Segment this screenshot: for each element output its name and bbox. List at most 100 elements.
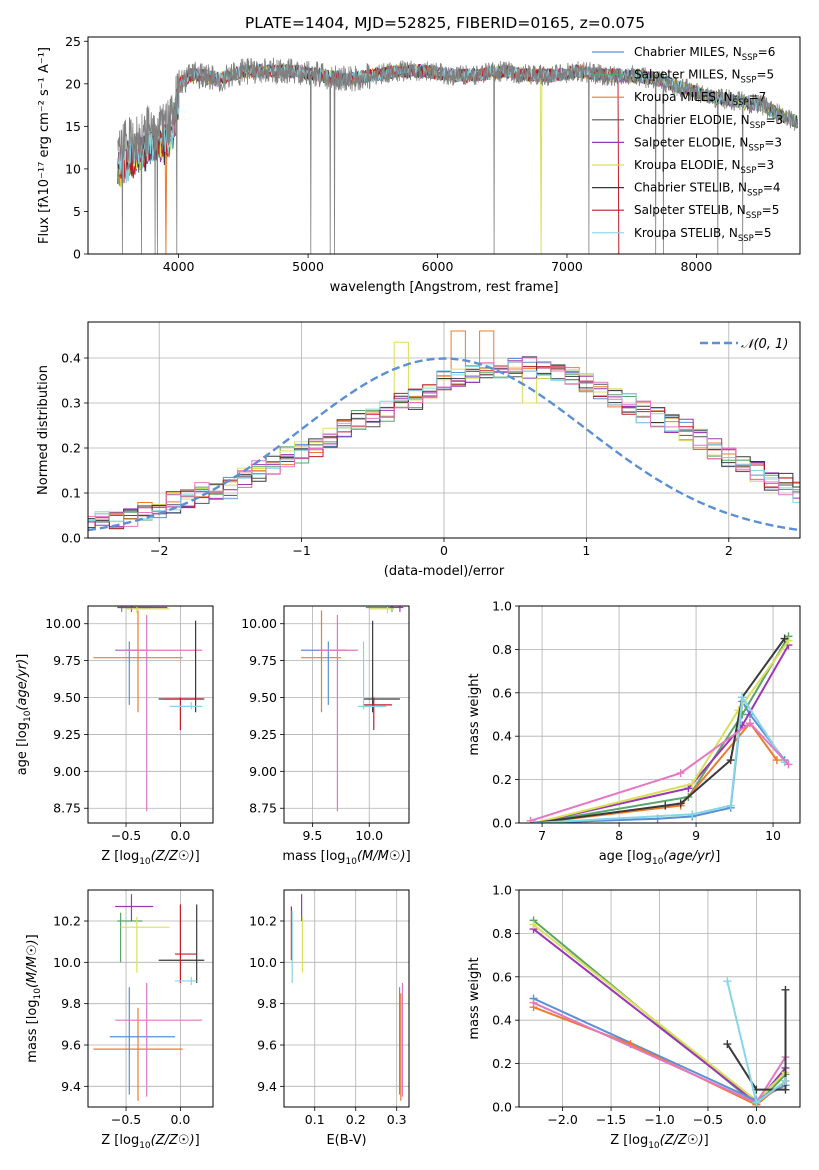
y-tick-label: 9.4 [61, 1079, 81, 1094]
histogram-pink [88, 357, 800, 527]
x-axis-label: Z [log10(Z/Z☉)] [101, 849, 199, 867]
y-tick-label: 10.00 [45, 616, 81, 631]
errorbar-salpeter-stelib [174, 904, 197, 983]
errorbar-pink [115, 983, 203, 1097]
legend-label-kroupa-miles: Kroupa MILES, NSSP=7 [634, 90, 766, 108]
legend-label-salpeter-elodie: Salpeter ELODIE, NSSP=3 [634, 135, 782, 153]
x-tick-label: 2 [725, 543, 733, 558]
histogram-kroupa-miles [88, 330, 800, 530]
errorbar-pink [318, 614, 358, 812]
grid [284, 890, 409, 1107]
y-tick-label: 0.1 [61, 486, 81, 501]
errorbar-salpeter-stelib [363, 697, 392, 730]
y-axis-label: mass weight [467, 673, 482, 755]
axes-frame: −2 −1 0 1 2 0.0 0.1 0.2 0.3 0.4 (data-model)/error… [36, 321, 801, 579]
axes-frame: 0.1 0.2 0.3 9.4 9.6 9.8 10.0 10.2 E(B-V) [249, 889, 410, 1148]
x-axis-label: Z [log10(Z/Z☉)] [610, 1133, 708, 1151]
data-point-marker [676, 799, 685, 808]
y-tick-label: 8.75 [53, 801, 81, 816]
y-tick-label: 9.50 [249, 690, 277, 705]
y-tick-label: 9.8 [257, 996, 277, 1011]
errorbar-kroupa-stelib [174, 976, 197, 986]
axes-border [518, 889, 801, 1108]
age-vs-mass-panel: 9.5 10.0 8.75 9.00 9.25 9.50 9.75 10.00 mass [lo… [241, 605, 411, 867]
y-tick-label: 10.0 [53, 955, 81, 970]
y-tick-label: 0.8 [492, 926, 512, 941]
data-point-marker [745, 719, 754, 728]
x-tick-label: 10 [765, 828, 781, 843]
plot-body [93, 606, 205, 812]
plot-area [284, 890, 409, 1107]
legend-label-kroupa-stelib: Kroupa STELIB, NSSP=5 [634, 226, 772, 244]
series-line [534, 637, 786, 823]
x-tick-label: −0.5 [111, 1112, 141, 1127]
data-point-marker [738, 693, 747, 702]
y-tick-label: 10.2 [249, 914, 277, 929]
y-tick-label: 9.6 [257, 1038, 277, 1053]
x-tick-label: 5000 [292, 259, 324, 274]
errorbar-salpeter-miles [117, 912, 143, 963]
grid [284, 606, 409, 823]
y-axis-label: Flux [fλ10⁻¹⁷ erg cm⁻² s⁻¹ A⁻¹] [37, 47, 52, 244]
errorbar-chabrier-stelib [158, 904, 205, 983]
legend-label-chabrier-miles: Chabrier MILES, NSSP=6 [634, 45, 775, 63]
x-tick-label: 9 [692, 828, 700, 843]
y-tick-label: 0.2 [61, 441, 81, 456]
y-tick-label: 10.0 [249, 955, 277, 970]
data-point-marker [781, 1076, 790, 1085]
mass-vs-ebv-panel: 0.1 0.2 0.3 9.4 9.6 9.8 10.0 10.2 E(B-V) [249, 889, 410, 1148]
y-tick-label: 0 [73, 247, 81, 262]
data-point-marker [723, 1040, 732, 1049]
residuals-panel: −2 −1 0 1 2 0.0 0.1 0.2 0.3 0.4 (data-model)/error… [36, 321, 801, 579]
x-tick-label: −0.5 [693, 1112, 723, 1127]
x-tick-label: −1 [292, 543, 310, 558]
errorbar-kroupa-elodie [369, 606, 395, 614]
data-point-marker [688, 810, 697, 819]
plot-area [519, 606, 800, 823]
y-tick-label: 0.4 [492, 1013, 512, 1028]
y-tick-label: 0.2 [492, 1056, 512, 1071]
y-tick-label: 0.0 [492, 1100, 512, 1115]
axes-frame: −0.5 0.0 8.75 9.00 9.25 9.50 9.75 10.00 Z [log10… [15, 605, 214, 867]
data-point-marker [772, 756, 781, 765]
plot-body [117, 57, 798, 254]
errorbar-kroupa-elodie [120, 916, 170, 973]
data-point-marker [781, 1085, 790, 1094]
data-point-marker [726, 801, 735, 810]
data-point-marker [726, 756, 735, 765]
y-tick-label: 9.4 [257, 1079, 277, 1094]
plot-area [88, 890, 213, 1107]
plot-area [284, 606, 409, 823]
plot-body [290, 894, 404, 1101]
plot-area [88, 606, 213, 823]
x-axis-label: (data-model)/error [384, 564, 505, 579]
mass-vs-z-panel: −0.5 0.0 9.4 9.6 9.8 10.0 10.2 Z [log10(Z/Z☉)] m… [25, 889, 214, 1151]
x-tick-label: 0.2 [346, 1112, 366, 1127]
plot-body [529, 916, 790, 1107]
x-axis-label: age [log10(age/yr)] [599, 849, 721, 867]
series-line [530, 721, 790, 822]
y-tick-label: 8.75 [249, 801, 277, 816]
y-tick-label: 10.2 [53, 914, 81, 929]
data-point-marker [529, 998, 538, 1007]
x-tick-label: −2 [150, 543, 168, 558]
observed-spectrum-line [117, 57, 798, 254]
x-tick-label: 8 [615, 828, 623, 843]
x-tick-label: 0.0 [170, 828, 190, 843]
axes-frame: −0.5 0.0 9.4 9.6 9.8 10.0 10.2 Z [log10(Z/Z☉)] m… [25, 889, 214, 1151]
plot-body [526, 632, 793, 823]
series-pink [526, 719, 793, 823]
errorbar-kroupa-stelib [357, 641, 387, 710]
y-tick-label: 0.6 [492, 685, 512, 700]
x-tick-label: 0.3 [387, 1112, 407, 1127]
y-tick-label: 0.0 [61, 531, 81, 546]
x-tick-label: 7000 [551, 259, 583, 274]
y-tick-label: 0.3 [61, 396, 81, 411]
errorbar-salpeter-stelib [164, 697, 203, 730]
legend-label-kroupa-elodie: Kroupa ELODIE, NSSP=3 [634, 158, 774, 176]
x-tick-label: 7 [538, 828, 546, 843]
x-tick-label: −2.0 [547, 1112, 577, 1127]
x-tick-label: 0.1 [305, 1112, 325, 1127]
x-tick-label: 10.0 [355, 828, 383, 843]
